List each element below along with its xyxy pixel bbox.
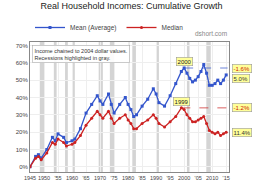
svg-text:2000: 2000 xyxy=(178,59,192,65)
svg-text:'65: '65 xyxy=(82,175,89,181)
svg-text:2010: 2010 xyxy=(206,175,218,181)
svg-text:11.4%: 11.4% xyxy=(234,130,251,136)
svg-text:'75: '75 xyxy=(110,175,117,181)
svg-text:60%: 60% xyxy=(16,60,29,66)
svg-text:'85: '85 xyxy=(139,175,146,181)
svg-text:-1.2%: -1.2% xyxy=(234,105,250,111)
svg-text:5.0%: 5.0% xyxy=(234,76,248,82)
svg-text:Income chained to 2004 dollar: Income chained to 2004 dollar values.Rec… xyxy=(35,48,128,61)
svg-text:2000: 2000 xyxy=(178,175,190,181)
svg-text:'95: '95 xyxy=(167,175,174,181)
svg-text:0%: 0% xyxy=(19,164,28,170)
svg-text:Median: Median xyxy=(162,24,184,31)
svg-text:'15: '15 xyxy=(223,175,230,181)
svg-text:1999: 1999 xyxy=(175,99,189,105)
svg-text:10%: 10% xyxy=(16,147,29,153)
svg-text:70%: 70% xyxy=(16,43,29,49)
svg-text:1990: 1990 xyxy=(150,175,162,181)
svg-text:-1.6%: -1.6% xyxy=(234,66,250,72)
svg-text:1960: 1960 xyxy=(66,175,78,181)
svg-text:dshort.com: dshort.com xyxy=(195,30,227,37)
svg-text:'55: '55 xyxy=(54,175,61,181)
svg-text:50%: 50% xyxy=(16,77,29,83)
svg-text:1980: 1980 xyxy=(122,175,134,181)
svg-text:40%: 40% xyxy=(16,95,29,101)
svg-text:Mean (Average): Mean (Average) xyxy=(70,24,117,32)
svg-text:1950: 1950 xyxy=(38,175,50,181)
svg-text:30%: 30% xyxy=(16,112,29,118)
svg-text:1970: 1970 xyxy=(94,175,106,181)
svg-text:'05: '05 xyxy=(195,175,202,181)
svg-text:20%: 20% xyxy=(16,129,29,135)
svg-text:1945: 1945 xyxy=(24,175,36,181)
svg-text:Real Household Incomes: Cumula: Real Household Incomes: Cumulative Growt… xyxy=(40,1,222,11)
